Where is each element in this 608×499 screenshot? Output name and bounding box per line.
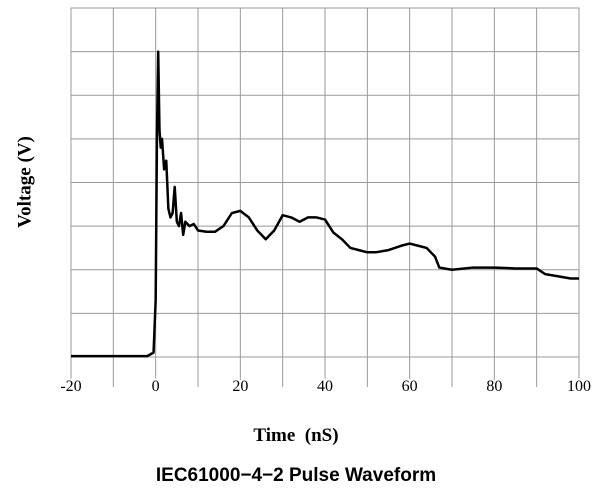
chart-title: IEC61000−4−2 Pulse Waveform — [156, 465, 436, 486]
data-line — [71, 50, 579, 358]
x-tick-label: 40 — [317, 378, 333, 395]
x-tick-label: 0 — [152, 378, 160, 395]
x-tick-label: 80 — [486, 378, 502, 395]
y-axis-title: Voltage (V) — [14, 136, 35, 228]
x-tick-label: 20 — [232, 378, 248, 395]
x-axis-title: Time (nS) — [253, 425, 338, 446]
x-tick-label: 100 — [567, 378, 591, 395]
x-tick-label: 60 — [402, 378, 418, 395]
x-tick-label: -20 — [60, 378, 81, 395]
